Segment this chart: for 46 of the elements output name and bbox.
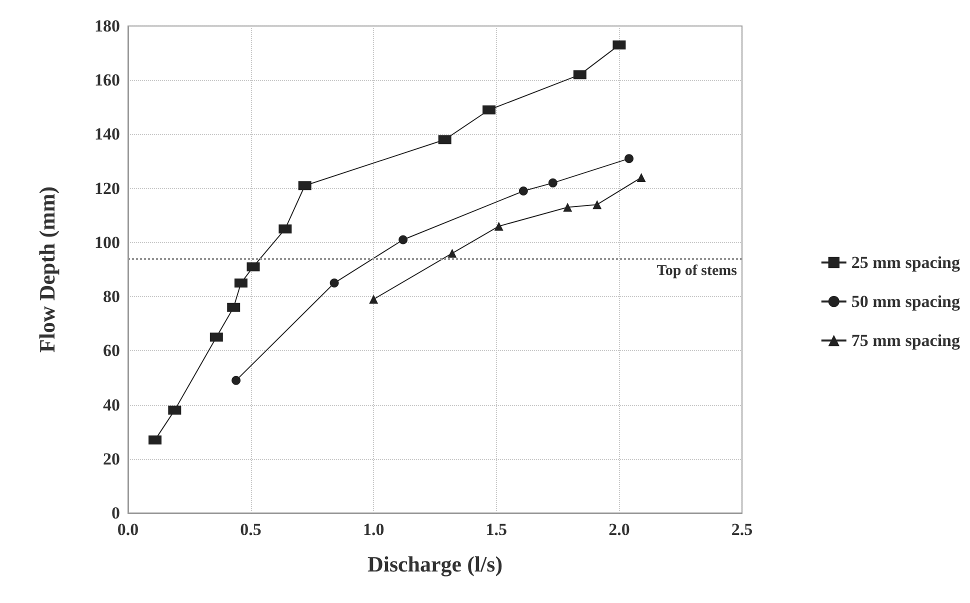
x-tick-label: 2.5 [731, 520, 753, 539]
point [518, 186, 528, 196]
y-tick-label: 160 [94, 70, 120, 90]
point [482, 105, 496, 114]
point [234, 278, 248, 288]
point [148, 435, 162, 444]
point [573, 70, 586, 80]
point [612, 40, 626, 50]
x-tick-label: 2.0 [608, 520, 630, 539]
y-tick-label: 20 [103, 449, 120, 468]
point [369, 294, 378, 304]
point [330, 278, 339, 288]
point [563, 202, 572, 212]
y-tick-label: 180 [94, 16, 120, 36]
legend-label: 25 mm spacing [851, 253, 960, 272]
x-tick-label: 1.0 [362, 520, 384, 539]
point [210, 332, 223, 342]
y-tick-label: 100 [94, 232, 120, 252]
y-tick-label: 60 [103, 341, 120, 360]
y-tick-label: 140 [94, 124, 120, 144]
legend-label: 75 mm spacing [851, 331, 960, 350]
point [438, 135, 452, 144]
point [168, 406, 182, 415]
point [227, 302, 240, 312]
point [592, 200, 602, 210]
point [298, 181, 312, 190]
x-tick-label: 1.5 [486, 520, 508, 539]
point [278, 224, 292, 234]
y-tick-label: 120 [94, 178, 120, 198]
y-tick-label: 80 [103, 287, 120, 306]
x-axis-title: Discharge (l/s) [367, 552, 503, 576]
y-axis-title: Flow Depth (mm) [34, 186, 60, 353]
point [636, 173, 646, 182]
point [548, 178, 558, 188]
x-tick-label: 0.0 [117, 520, 139, 539]
point [624, 154, 634, 164]
point [232, 376, 241, 385]
point [246, 262, 260, 272]
y-tick-label: 40 [103, 395, 120, 414]
point [494, 222, 504, 231]
point [398, 235, 408, 244]
ref-line-label: Top of stems [656, 263, 738, 280]
legend-label: 50 mm spacing [851, 292, 960, 311]
y-tick-label: 0 [112, 504, 120, 522]
x-tick-label: 0.5 [240, 520, 262, 539]
point [448, 248, 457, 258]
